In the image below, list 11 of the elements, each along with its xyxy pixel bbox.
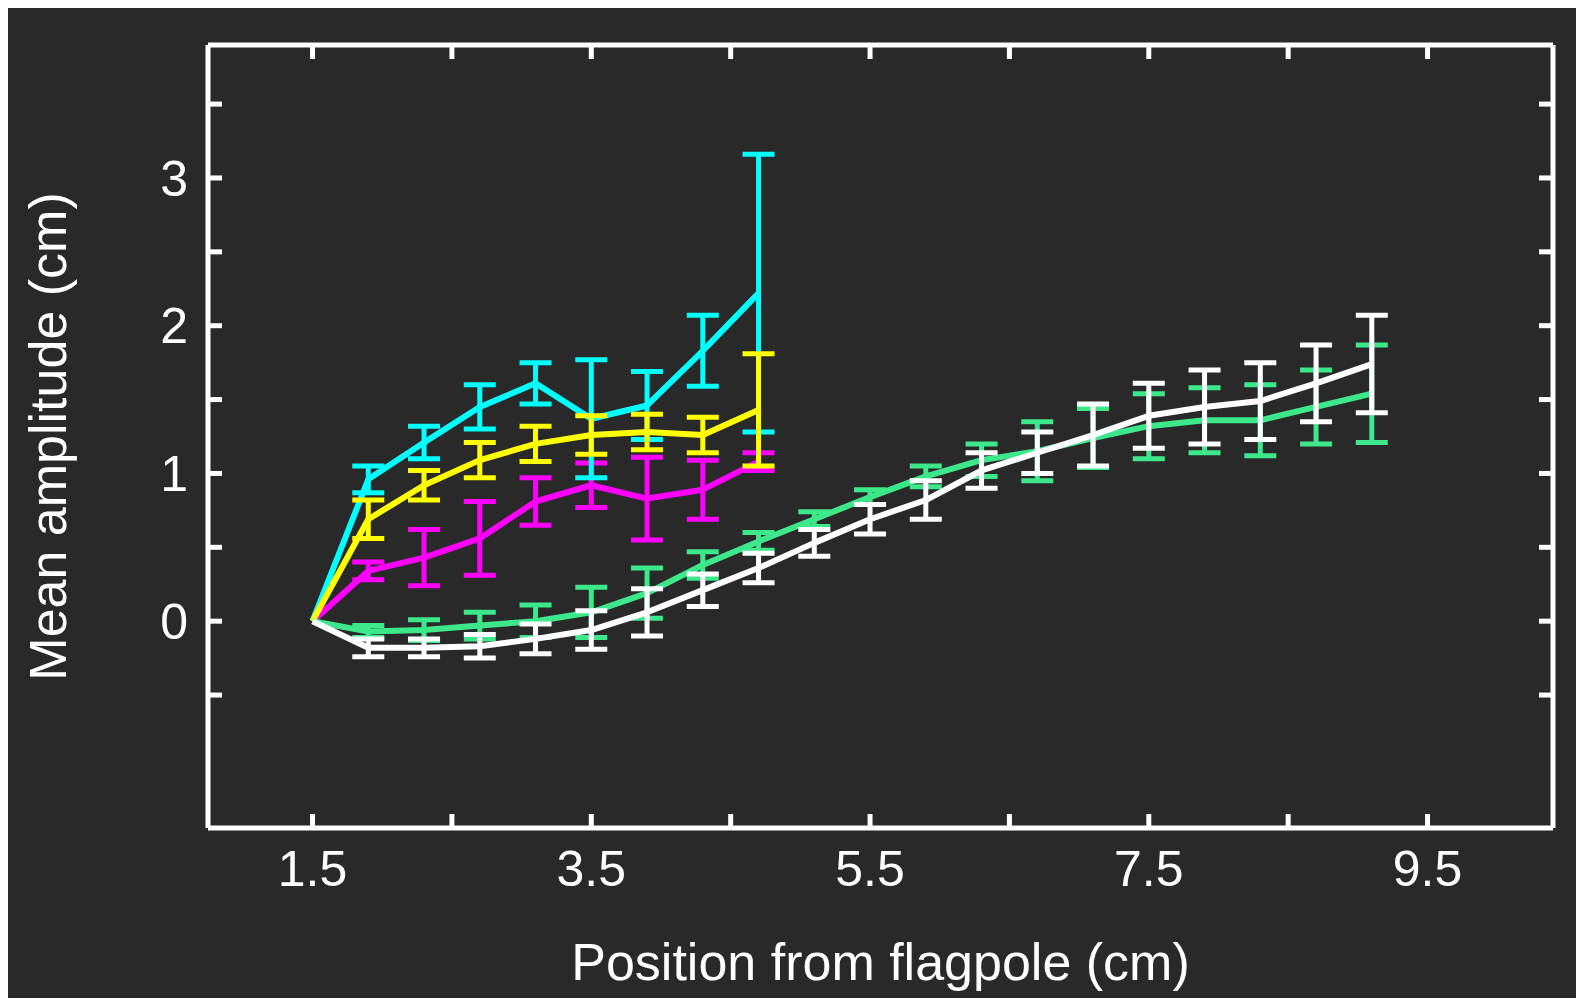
x-tick-label: 3.5 [556,840,627,897]
x-axis-title: Position from flagpole (cm) [571,933,1190,991]
y-tick-label: 2 [160,298,188,355]
x-tick-label: 5.5 [835,840,905,897]
x-tick-label: 7.5 [1114,840,1184,897]
y-tick-label: 0 [160,593,188,650]
x-tick-label: 9.5 [1392,840,1463,897]
y-tick-label: 3 [160,150,188,207]
x-tick-label: 1.5 [277,840,348,897]
y-axis-title: Mean amplitude (cm) [19,192,78,681]
y-tick-label: 1 [160,446,188,503]
